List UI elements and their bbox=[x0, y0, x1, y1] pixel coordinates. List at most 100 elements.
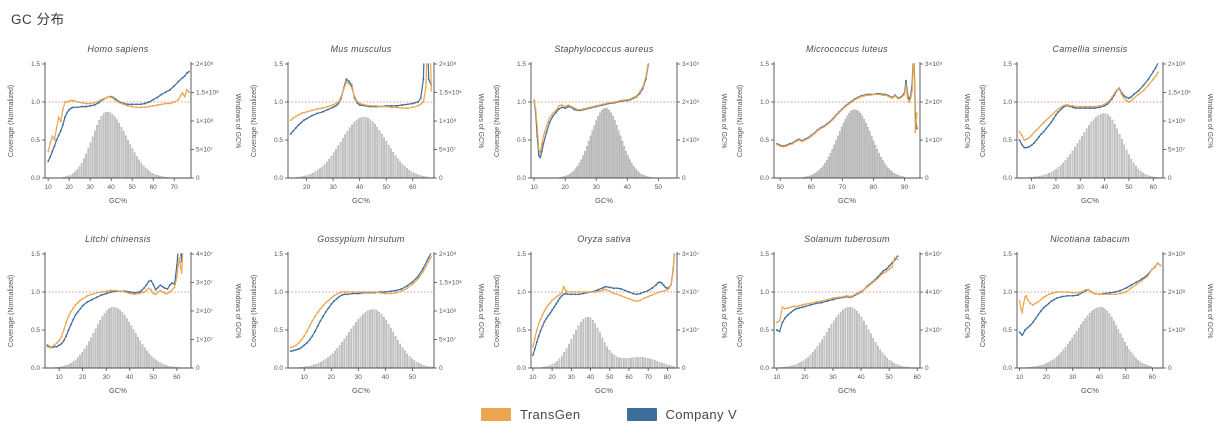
right-tick-label: 0 bbox=[682, 175, 686, 182]
left-tick-label: 1.5 bbox=[760, 251, 769, 258]
axes bbox=[527, 252, 680, 371]
right-tick-label: 1×10⁸ bbox=[1168, 118, 1186, 125]
left-axis-label: Coverage (Normalized) bbox=[737, 275, 744, 347]
chart-title: Litchi chinensis bbox=[85, 234, 151, 244]
right-axis-label: Windows of GC% bbox=[963, 284, 970, 339]
transgen-line bbox=[776, 63, 918, 148]
chart-svg: Gossypium hirsutum 10 20 30 40 50 0.0 0.5 1.0 1.5… bbox=[251, 234, 484, 395]
chart-title: Homo sapiens bbox=[88, 44, 149, 54]
left-tick-label: 0.5 bbox=[517, 137, 526, 144]
right-tick-label: 2×10⁸ bbox=[439, 251, 457, 258]
axes bbox=[42, 252, 195, 371]
chart-svg: Solanum tuberosum 10 20 30 40 50 60 0.0 0.5 1.0 1.… bbox=[737, 234, 970, 395]
x-tick-label: 20 bbox=[66, 184, 74, 191]
right-tick-label: 0 bbox=[439, 365, 443, 372]
left-tick-label: 0.0 bbox=[517, 175, 526, 182]
left-tick-label: 0.0 bbox=[517, 365, 526, 372]
right-tick-label: 3×10⁵ bbox=[682, 61, 700, 68]
axes bbox=[1013, 252, 1166, 371]
x-tick-label: 20 bbox=[562, 184, 570, 191]
left-tick-label: 1.0 bbox=[517, 99, 526, 106]
right-tick-label: 2×10⁷ bbox=[196, 308, 214, 315]
gc-histogram-bars bbox=[541, 316, 675, 369]
left-tick-label: 0.5 bbox=[274, 137, 283, 144]
right-axis-label: Windows of GC% bbox=[963, 94, 970, 149]
x-tick-label: 40 bbox=[1101, 184, 1109, 191]
right-tick-label: 2×10⁸ bbox=[439, 61, 457, 68]
x-tick-label: 40 bbox=[382, 374, 390, 381]
gc-histogram-bars bbox=[557, 107, 654, 179]
chart-title: Camellia sinensis bbox=[1052, 44, 1127, 54]
x-tick-label: 70 bbox=[839, 184, 847, 191]
x-tick-label: 20 bbox=[1042, 374, 1050, 381]
chart-svg: Homo sapiens 10 20 30 40 50 60 70 0.0 0.5 1.0 1.5 0 5… bbox=[8, 44, 241, 205]
gc-histogram-bars bbox=[801, 109, 905, 179]
left-tick-label: 1.0 bbox=[760, 99, 769, 106]
x-tick-label: 30 bbox=[355, 374, 363, 381]
right-axis-label: Windows of GC% bbox=[234, 284, 241, 339]
gc-histogram-bars bbox=[1029, 113, 1158, 179]
left-tick-label: 0.0 bbox=[31, 175, 40, 182]
axes bbox=[770, 252, 923, 371]
chart-title: Oryza sativa bbox=[577, 234, 631, 244]
x-tick-label: 40 bbox=[857, 374, 865, 381]
chart-svg: Camellia sinensis 10 20 30 40 50 60 0.0 0.5 1.0 1.… bbox=[980, 44, 1213, 205]
x-tick-label: 60 bbox=[807, 184, 815, 191]
x-tick-label: 60 bbox=[409, 184, 417, 191]
legend-swatch-transgen bbox=[480, 408, 511, 421]
right-tick-label: 2×10⁵ bbox=[682, 99, 700, 106]
x-tick-label: 50 bbox=[606, 374, 614, 381]
right-tick-label: 0 bbox=[1168, 365, 1172, 372]
left-tick-label: 1.5 bbox=[1003, 61, 1012, 68]
chart-svg: Nicotiana tabacum 10 20 30 40 50 60 0.0 0.5 1.0 1.… bbox=[980, 234, 1213, 395]
right-tick-label: 0 bbox=[439, 175, 443, 182]
right-tick-label: 1×10⁵ bbox=[925, 137, 943, 144]
left-tick-label: 0.5 bbox=[31, 327, 40, 334]
right-tick-label: 1×10⁸ bbox=[439, 308, 457, 315]
left-tick-label: 1.0 bbox=[1003, 289, 1012, 296]
x-tick-label: 30 bbox=[87, 184, 95, 191]
right-tick-label: 2×10⁵ bbox=[925, 99, 943, 106]
chart-title: Mus musculus bbox=[331, 44, 392, 54]
left-tick-label: 1.5 bbox=[31, 61, 40, 68]
transgen-line bbox=[46, 253, 184, 349]
right-tick-label: 3×10⁷ bbox=[196, 280, 214, 287]
gc-histogram-bars bbox=[296, 117, 429, 179]
gc-histogram-bars bbox=[1024, 307, 1152, 369]
right-axis-label: Windows of GC% bbox=[720, 94, 727, 149]
x-tick-label: 50 bbox=[150, 374, 158, 381]
left-tick-label: 0.0 bbox=[1003, 365, 1012, 372]
x-tick-label: 60 bbox=[174, 374, 182, 381]
gc-histogram-bars bbox=[55, 307, 180, 369]
chart-title: Solanum tuberosum bbox=[804, 234, 890, 244]
chart-title: Staphylococcus aureus bbox=[554, 44, 654, 54]
x-tick-label: 20 bbox=[328, 374, 336, 381]
axes bbox=[285, 252, 438, 371]
right-axis-label: Windows of GC% bbox=[720, 284, 727, 339]
chart-panel: Oryza sativa 10 20 30 40 50 60 70 80 0.0 0.5 1.0 1.5… bbox=[489, 228, 729, 406]
left-axis-label: Coverage (Normalized) bbox=[8, 275, 15, 347]
left-tick-label: 1.0 bbox=[274, 289, 283, 296]
left-tick-label: 0.0 bbox=[760, 175, 769, 182]
left-axis-label: Coverage (Normalized) bbox=[251, 275, 258, 347]
left-tick-label: 1.5 bbox=[517, 251, 526, 258]
x-tick-label: 70 bbox=[171, 184, 179, 191]
left-axis-label: Coverage (Normalized) bbox=[980, 275, 987, 347]
left-tick-label: 1.0 bbox=[31, 289, 40, 296]
left-tick-label: 0.0 bbox=[31, 365, 40, 372]
axes bbox=[285, 62, 438, 181]
x-tick-label: 50 bbox=[409, 374, 417, 381]
gc-histogram-bars bbox=[63, 111, 169, 179]
right-tick-label: 5×10⁷ bbox=[1168, 147, 1186, 154]
legend-label: Company V bbox=[665, 407, 738, 422]
left-tick-label: 1.0 bbox=[1003, 99, 1012, 106]
left-tick-label: 1.0 bbox=[274, 99, 283, 106]
left-tick-label: 0.5 bbox=[31, 137, 40, 144]
right-tick-label: 4×10⁷ bbox=[196, 251, 214, 258]
x-tick-label: 30 bbox=[593, 184, 601, 191]
right-tick-label: 1.5×10⁸ bbox=[439, 280, 462, 287]
left-tick-label: 1.5 bbox=[274, 61, 283, 68]
x-tick-label: 80 bbox=[870, 184, 878, 191]
right-tick-label: 1×10⁸ bbox=[196, 118, 214, 125]
x-tick-label: 10 bbox=[1016, 374, 1024, 381]
